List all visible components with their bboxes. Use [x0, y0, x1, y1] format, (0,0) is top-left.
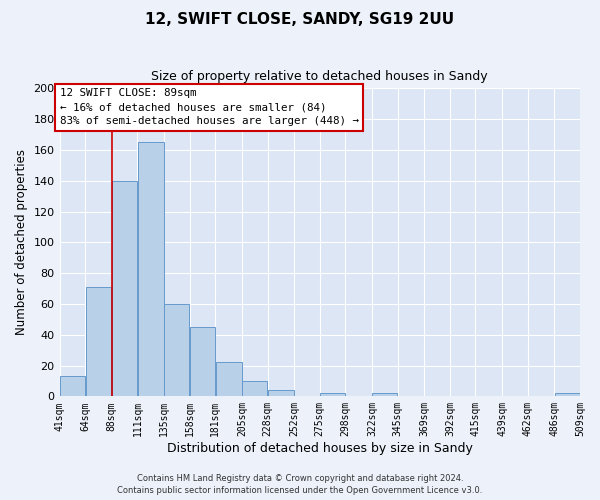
- Bar: [373, 394, 397, 396]
- Bar: [86, 287, 112, 397]
- Bar: [60, 376, 85, 396]
- Title: Size of property relative to detached houses in Sandy: Size of property relative to detached ho…: [151, 70, 488, 83]
- Bar: [112, 180, 137, 396]
- Y-axis label: Number of detached properties: Number of detached properties: [15, 150, 28, 336]
- Bar: [215, 362, 242, 396]
- Text: 12 SWIFT CLOSE: 89sqm
← 16% of detached houses are smaller (84)
83% of semi-deta: 12 SWIFT CLOSE: 89sqm ← 16% of detached …: [59, 88, 359, 126]
- Bar: [164, 304, 189, 396]
- Bar: [555, 394, 580, 396]
- Bar: [190, 327, 215, 396]
- Bar: [268, 390, 294, 396]
- Bar: [138, 142, 164, 397]
- X-axis label: Distribution of detached houses by size in Sandy: Distribution of detached houses by size …: [167, 442, 473, 455]
- Bar: [242, 381, 267, 396]
- Bar: [320, 394, 345, 396]
- Text: Contains HM Land Registry data © Crown copyright and database right 2024.
Contai: Contains HM Land Registry data © Crown c…: [118, 474, 482, 495]
- Text: 12, SWIFT CLOSE, SANDY, SG19 2UU: 12, SWIFT CLOSE, SANDY, SG19 2UU: [145, 12, 455, 28]
